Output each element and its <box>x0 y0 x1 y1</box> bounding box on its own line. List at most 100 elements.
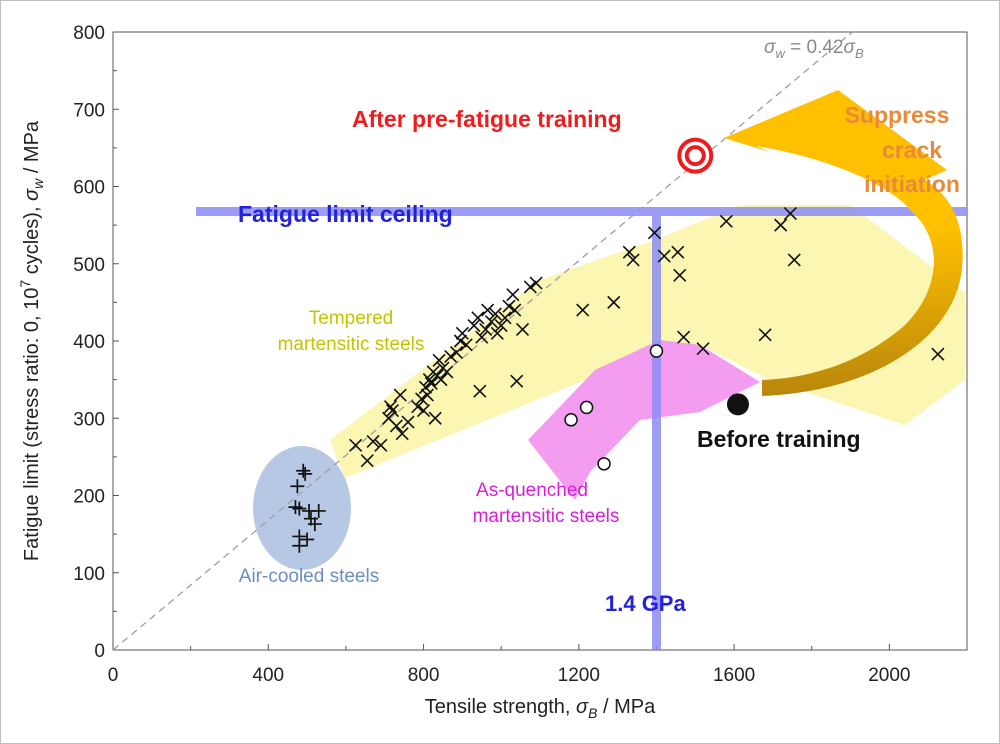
tempered-point <box>677 330 691 344</box>
tempered-point <box>453 334 467 348</box>
tempered-point <box>622 245 636 259</box>
tempered-point <box>440 365 454 379</box>
tempered-point <box>416 403 431 418</box>
tempered-point <box>626 253 640 267</box>
reference-line-label: σw = 0.42σB <box>764 37 864 61</box>
tempered-point <box>360 454 374 468</box>
tempered-point <box>515 322 530 336</box>
x-tick-label: 400 <box>252 665 284 686</box>
x-tick-label: 0 <box>108 665 119 686</box>
tempered-point <box>719 214 733 228</box>
tempered-point <box>422 373 436 387</box>
tempered-point <box>366 434 380 448</box>
tempered-point <box>424 376 438 391</box>
tempered-point <box>607 295 621 309</box>
air-cooled-point <box>307 517 322 532</box>
y-tick-label: 500 <box>73 255 105 276</box>
y-tick-label: 300 <box>73 409 105 430</box>
after-training-label: After pre-fatigue training <box>352 106 622 132</box>
tempered-point <box>484 315 499 329</box>
air-cooled-point <box>296 463 311 478</box>
tempered-point <box>473 384 487 398</box>
tempered-point <box>498 311 512 325</box>
tempered-point <box>502 299 516 313</box>
as-quenched-point <box>564 413 578 427</box>
x-axis-title: Tensile strength, σB / MPa <box>425 696 656 721</box>
tempered-point <box>374 438 388 452</box>
tempered-point <box>758 328 772 342</box>
1-4-gpa-label: 1.4 GPa <box>605 591 686 616</box>
before-training-label: Before training <box>697 426 861 452</box>
crack-label: crack <box>882 137 942 163</box>
quenched-region <box>528 340 760 500</box>
tempered-point <box>479 322 493 336</box>
as-quenched-point <box>597 457 611 471</box>
fatigue-limit-ceiling-label: Fatigue limit ceiling <box>238 201 453 227</box>
x-axis: 0 400 800 1200 1600 2000 <box>108 644 911 686</box>
tempered-point <box>523 280 537 294</box>
tempered-point <box>931 347 945 361</box>
reference-line <box>112 31 853 651</box>
suppress-arrow <box>724 90 963 396</box>
tempered-point <box>657 249 671 263</box>
tempered-point <box>576 303 590 317</box>
tempered-point <box>418 380 433 394</box>
tempered-point <box>401 415 415 429</box>
tempered-point <box>455 326 469 340</box>
tempered-point <box>488 307 502 321</box>
tempered-point <box>774 218 788 232</box>
x-tick-label: 1200 <box>558 665 600 686</box>
y-tick-label: 100 <box>73 564 105 585</box>
tempered-point <box>529 276 543 290</box>
tempered-point <box>420 388 434 402</box>
1-4-gpa-line <box>652 216 661 650</box>
tempered-point <box>393 388 407 402</box>
tempered-point <box>506 288 520 302</box>
tempered-point <box>432 353 446 367</box>
air-cooled-point <box>292 501 307 516</box>
quenched-label: As-quenched <box>476 480 588 501</box>
tempered-point <box>385 403 400 418</box>
y-tick-label: 200 <box>73 487 105 508</box>
x-tick-label: 1600 <box>713 665 755 686</box>
tempered-point <box>415 392 429 406</box>
tempered-point <box>411 400 425 414</box>
tempered-region <box>330 205 965 478</box>
tempered-point <box>787 253 801 267</box>
tempered-point <box>459 338 473 352</box>
air-cooled-point <box>311 503 326 518</box>
y-tick-label: 400 <box>73 332 105 353</box>
tempered-point <box>383 400 398 414</box>
y-axis-title: Fatigue limit (stress ratio: 0, 107 cycl… <box>17 120 46 561</box>
tempered-point <box>471 311 485 325</box>
tempered-point <box>490 326 504 340</box>
tempered-point <box>389 419 403 433</box>
tempered-point <box>349 438 363 452</box>
y-tick-label: 0 <box>94 641 105 662</box>
tempered-label-2: martensitic steels <box>278 334 425 355</box>
tempered-point <box>481 303 495 317</box>
tempered-point <box>510 374 524 388</box>
after-training-point-inner <box>684 145 706 167</box>
x-tick-label: 2000 <box>868 665 910 686</box>
y-axis: 0 100 200 300 400 500 600 700 800 <box>73 23 119 662</box>
suppress-label: Suppress <box>845 102 950 128</box>
air-cooled-point <box>298 466 313 481</box>
aircooled-label: Air-cooled steels <box>239 566 379 587</box>
fatigue-limit-ceiling-line <box>196 207 967 216</box>
tempered-point <box>434 373 448 387</box>
tempered-point <box>508 303 522 317</box>
y-tick-label: 700 <box>73 100 105 121</box>
tempered-point <box>673 268 687 282</box>
y-tick-label: 800 <box>73 23 105 44</box>
tempered-point <box>444 349 458 364</box>
before-training-point <box>726 393 749 416</box>
tempered-point <box>647 226 662 240</box>
tempered-point <box>671 245 685 259</box>
tempered-point <box>494 318 508 333</box>
tempered-point <box>395 427 409 441</box>
quenched-label-2: martensitic steels <box>473 506 620 527</box>
initiation-label: initiation <box>864 171 960 197</box>
air-cooled-point <box>300 532 315 547</box>
